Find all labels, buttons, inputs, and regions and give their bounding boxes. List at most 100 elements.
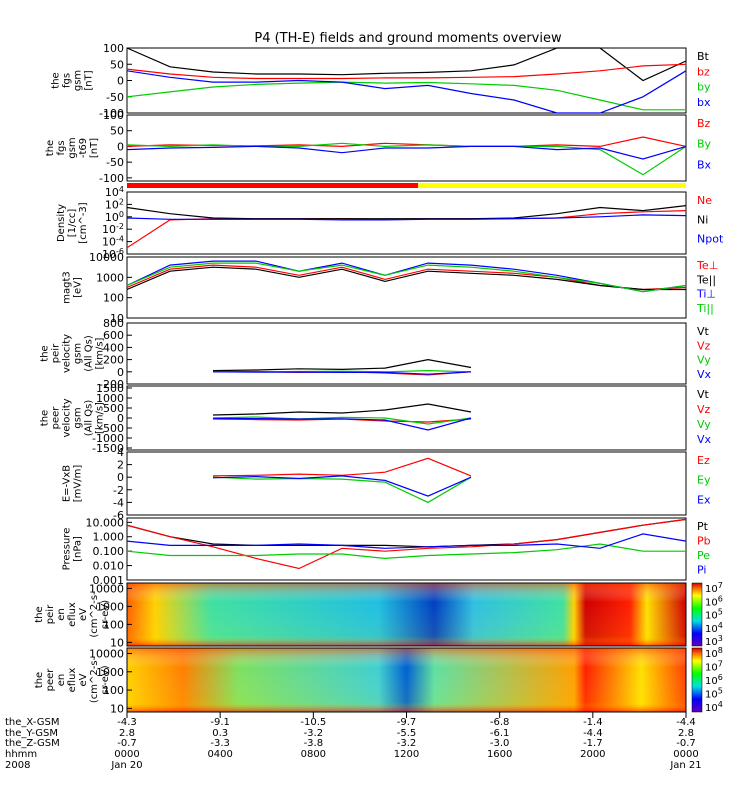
x-tick-label: -3.8	[304, 738, 324, 749]
y-tick-label: 100	[103, 684, 124, 697]
y-tick-label: 0	[117, 366, 124, 379]
x-tick-label: -3.0	[490, 738, 510, 749]
y-tick-label: 100	[103, 292, 124, 305]
x-axis-row-label: 2008	[5, 760, 30, 771]
y-tick-label: 10.000	[86, 516, 125, 529]
y-tick-label: 600	[103, 329, 124, 342]
series-line-Npot	[126, 214, 687, 221]
y-tick-label: 10000	[89, 251, 124, 264]
legend-label: Ni	[697, 213, 708, 226]
series-line-Vx	[212, 417, 472, 431]
x-tick-label: -10.5	[300, 717, 326, 728]
x-tick-label: 0.3	[212, 728, 228, 739]
spectrogram-overlay	[127, 648, 686, 712]
y-tick-label: -2	[113, 484, 124, 497]
x-tick-label: 1200	[394, 749, 419, 760]
legend-label: Vt	[697, 325, 710, 338]
y-axis-label: thepeervelocitygsm(All Qs)[km/s]	[40, 398, 106, 437]
x-axis-row-label: the_Y-GSM	[5, 728, 58, 739]
y-axis-label: thefgsgsm-t69[nT]	[45, 137, 100, 158]
y-tick-label: 1.000	[93, 531, 125, 544]
y-tick-label: 1000	[96, 666, 124, 679]
y-tick-label: 100	[103, 109, 124, 122]
y-tick-label: 100	[103, 42, 124, 55]
panel-frame	[126, 191, 687, 255]
x-tick-label: -4.3	[117, 717, 137, 728]
colorbar-tick-label: 105	[705, 608, 723, 622]
y-tick-label: 10000	[89, 582, 124, 595]
panel-frame	[126, 451, 687, 516]
legend-label: by	[697, 81, 711, 94]
x-tick-label: -0.7	[117, 738, 137, 749]
panels: 100500-50-100thefgsgsm[nT]Btbzbybx100500…	[34, 42, 724, 715]
legend-label: Bz	[697, 117, 711, 130]
mode-bar-segment	[418, 183, 686, 188]
x-axis-row-label: hhmm	[5, 749, 37, 760]
panel-2: 100 50 0 -50 -100 thefgsgsm-t69[nT] Bz By Bx	[45, 109, 712, 185]
legend-label: Te⊥	[696, 259, 718, 272]
x-axis-labels: the_X-GSMthe_Y-GSMthe_Z-GSMhhmm2008-4.32…	[5, 712, 702, 771]
legend-label: Vz	[697, 403, 711, 416]
series-line-Ez	[212, 457, 472, 477]
y-tick-label: -100	[99, 172, 124, 185]
legend-label: Pi	[697, 564, 706, 577]
y-tick-label: 0	[117, 471, 124, 484]
x-tick-label: Jan 20	[110, 760, 142, 771]
y-tick-label: 0.100	[93, 545, 125, 558]
legend-label: Npot	[697, 233, 724, 246]
series-line-Pb	[126, 518, 687, 570]
y-tick-label: -1500	[92, 442, 124, 455]
y-tick-label: 800	[103, 317, 124, 330]
y-axis-label: Pressure[nPa]	[62, 528, 84, 571]
panel-frame	[126, 256, 687, 319]
series-line-by	[126, 81, 686, 111]
legend-label: Vz	[697, 339, 711, 352]
y-tick-label: -1000	[92, 432, 124, 445]
y-tick-label: 10	[110, 312, 124, 325]
x-tick-label: -6.8	[490, 717, 510, 728]
colorbar-tick-label: 108	[705, 646, 723, 660]
x-tick-label: Jan 21	[669, 760, 701, 771]
y-tick-label: -4	[113, 496, 124, 509]
colorbar	[691, 582, 703, 647]
x-tick-label: -3.2	[397, 738, 417, 749]
legend-label: bx	[697, 96, 711, 109]
x-tick-label: -0.7	[676, 738, 696, 749]
x-tick-label: 1600	[487, 749, 512, 760]
y-tick-label: 500	[103, 402, 124, 415]
x-tick-label: 0400	[207, 749, 232, 760]
x-axis-row-label: the_X-GSM	[5, 717, 59, 728]
y-tick-label: 1500	[96, 382, 124, 395]
series-line-Ti||	[126, 262, 687, 293]
y-axis-label: E=-VxB[mV/m]	[62, 465, 84, 503]
x-tick-label: -4.4	[676, 717, 696, 728]
legend-label: Bx	[697, 158, 712, 171]
panel-9: 10710610510410310000100010010thepeirenef…	[34, 581, 723, 649]
series-line-Vt	[212, 403, 472, 416]
legend-label: bz	[697, 65, 710, 78]
y-tick-label: 100	[103, 618, 124, 631]
y-tick-label: 2	[117, 459, 124, 472]
series-line-Ey	[212, 476, 472, 504]
x-tick-label: -4.4	[583, 728, 603, 739]
panel-frame	[126, 517, 687, 581]
series-line-Vx	[212, 371, 472, 375]
y-tick-label: 50	[110, 125, 124, 138]
legend-label: Ez	[697, 454, 710, 467]
y-tick-label: 1000	[96, 271, 124, 284]
x-tick-label: -1.4	[583, 717, 603, 728]
y-tick-label: 4	[117, 446, 124, 459]
y-tick-label: -6	[113, 509, 124, 522]
legend-label: Pt	[697, 520, 709, 533]
colorbar	[691, 647, 703, 713]
x-tick-label: 0000	[114, 749, 139, 760]
y-tick-label: 0.010	[93, 560, 125, 573]
y-tick-label: 10	[110, 636, 124, 649]
legend-label: Vy	[697, 354, 711, 367]
panel-frame	[126, 47, 687, 114]
spectrogram-overlay	[127, 583, 686, 646]
y-tick-label: 10	[110, 702, 124, 715]
x-tick-label: 2.8	[119, 728, 135, 739]
y-tick-label: 1000	[96, 392, 124, 405]
